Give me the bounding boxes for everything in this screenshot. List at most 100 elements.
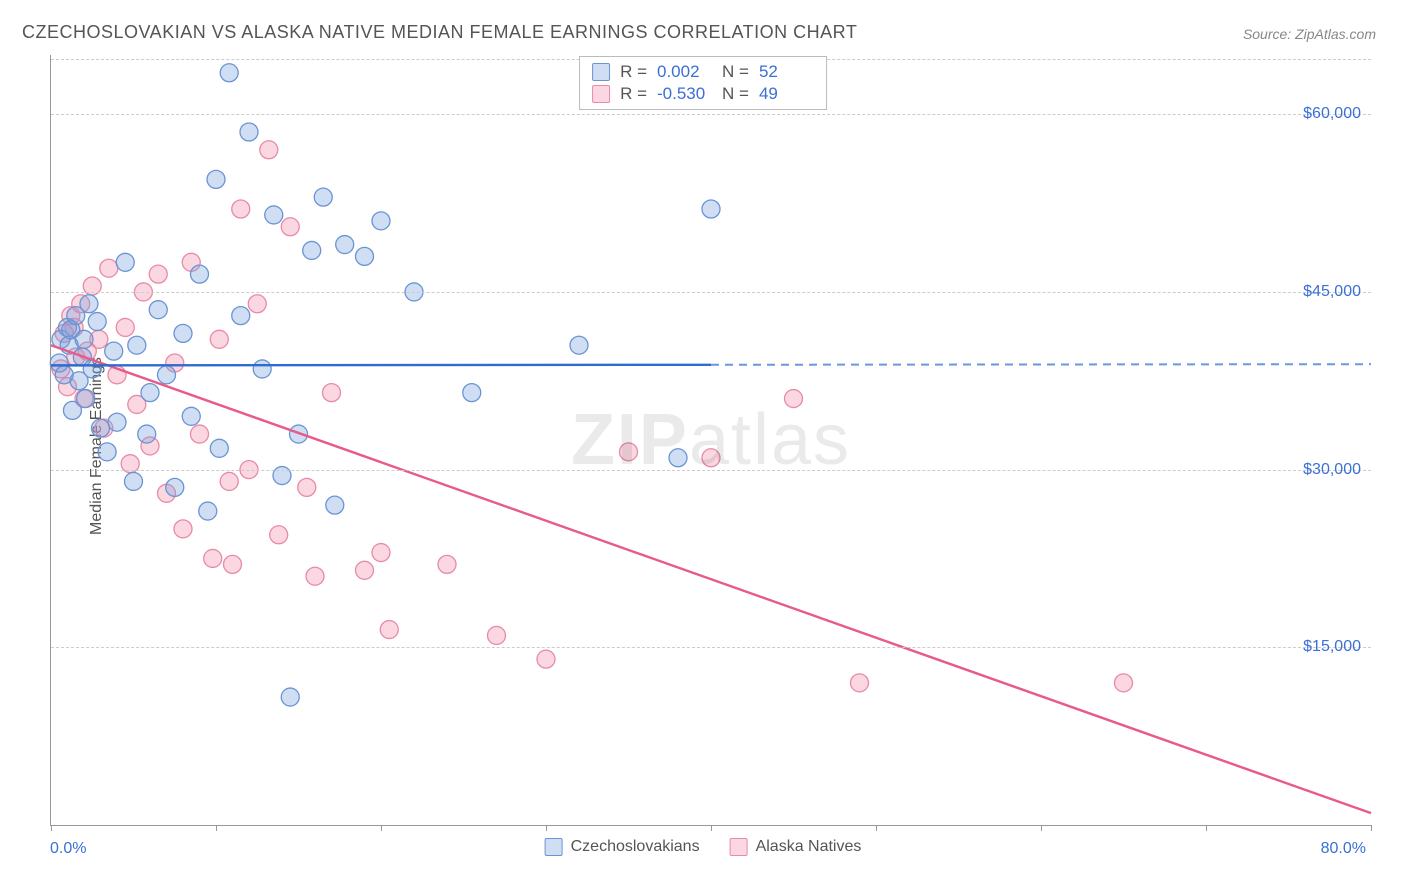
point-series-b xyxy=(174,520,192,538)
point-series-b xyxy=(220,472,238,490)
stats-row: R = 0.002 N = 52 xyxy=(592,61,814,83)
point-series-a xyxy=(702,200,720,218)
point-series-a xyxy=(240,123,258,141)
stats-swatch xyxy=(592,63,610,81)
point-series-a xyxy=(138,425,156,443)
point-series-b xyxy=(537,650,555,668)
chart-container: CZECHOSLOVAKIAN VS ALASKA NATIVE MEDIAN … xyxy=(0,0,1406,892)
point-series-a xyxy=(463,384,481,402)
point-series-b xyxy=(248,295,266,313)
x-tick xyxy=(1041,825,1042,831)
gridline xyxy=(51,470,1371,471)
stats-swatch xyxy=(592,85,610,103)
point-series-b xyxy=(702,449,720,467)
point-series-a xyxy=(98,443,116,461)
point-series-a xyxy=(75,330,93,348)
stats-n-value: 52 xyxy=(759,62,814,82)
point-series-b xyxy=(270,526,288,544)
legend-label: Alaska Natives xyxy=(756,838,862,856)
legend-item: Alaska Natives xyxy=(730,838,862,856)
x-axis-max-label: 80.0% xyxy=(1321,840,1366,858)
stats-r-label: R = xyxy=(620,62,647,82)
point-series-a xyxy=(116,253,134,271)
point-series-b xyxy=(851,674,869,692)
point-series-b xyxy=(306,567,324,585)
bottom-legend: Czechoslovakians Alaska Natives xyxy=(545,838,862,856)
trend-line-extrapolated xyxy=(711,364,1371,365)
point-series-a xyxy=(232,307,250,325)
point-series-a xyxy=(80,295,98,313)
point-series-b xyxy=(380,621,398,639)
point-series-a xyxy=(570,336,588,354)
chart-title: CZECHOSLOVAKIAN VS ALASKA NATIVE MEDIAN … xyxy=(22,22,857,43)
point-series-a xyxy=(253,360,271,378)
point-series-a xyxy=(128,336,146,354)
point-series-a xyxy=(191,265,209,283)
point-series-a xyxy=(356,247,374,265)
point-series-a xyxy=(336,236,354,254)
point-series-a xyxy=(207,170,225,188)
trend-line xyxy=(51,345,1371,813)
point-series-a xyxy=(88,313,106,331)
point-series-b xyxy=(260,141,278,159)
gridline xyxy=(51,647,1371,648)
point-series-a xyxy=(77,390,95,408)
point-series-a xyxy=(141,384,159,402)
point-series-a xyxy=(210,439,228,457)
point-series-a xyxy=(314,188,332,206)
point-series-a xyxy=(265,206,283,224)
y-tick-label: $30,000 xyxy=(1303,461,1361,479)
point-series-b xyxy=(438,555,456,573)
point-series-b xyxy=(204,549,222,567)
point-series-a xyxy=(105,342,123,360)
x-tick xyxy=(876,825,877,831)
point-series-a xyxy=(125,472,143,490)
stats-row: R =-0.530N =49 xyxy=(592,83,814,105)
x-tick xyxy=(546,825,547,831)
stats-n-label: N = xyxy=(722,84,749,104)
x-tick xyxy=(1206,825,1207,831)
x-tick xyxy=(711,825,712,831)
point-series-b xyxy=(298,478,316,496)
point-series-a xyxy=(220,64,238,82)
source-attribution: Source: ZipAtlas.com xyxy=(1243,26,1376,42)
stats-legend: R = 0.002N =52R =-0.530N =49 xyxy=(579,56,827,110)
x-axis-min-label: 0.0% xyxy=(50,840,86,858)
point-series-b xyxy=(116,318,134,336)
point-series-b xyxy=(372,544,390,562)
x-tick xyxy=(216,825,217,831)
point-series-b xyxy=(149,265,167,283)
point-series-a xyxy=(669,449,687,467)
y-tick-label: $15,000 xyxy=(1303,638,1361,656)
legend-swatch xyxy=(545,838,563,856)
point-series-b xyxy=(356,561,374,579)
point-series-b xyxy=(281,218,299,236)
point-series-a xyxy=(182,407,200,425)
gridline xyxy=(51,114,1371,115)
point-series-b xyxy=(488,626,506,644)
point-series-a xyxy=(149,301,167,319)
stats-r-value: -0.530 xyxy=(657,84,712,104)
point-series-a xyxy=(92,419,110,437)
point-series-b xyxy=(323,384,341,402)
point-series-a xyxy=(108,413,126,431)
point-series-b xyxy=(210,330,228,348)
stats-n-label: N = xyxy=(722,62,749,82)
legend-label: Czechoslovakians xyxy=(571,838,700,856)
point-series-a xyxy=(174,324,192,342)
legend-swatch xyxy=(730,838,748,856)
x-tick xyxy=(51,825,52,831)
point-series-b xyxy=(785,390,803,408)
point-series-a xyxy=(166,478,184,496)
x-tick xyxy=(381,825,382,831)
point-series-a xyxy=(158,366,176,384)
point-series-a xyxy=(303,241,321,259)
trend-line xyxy=(51,365,711,366)
legend-item: Czechoslovakians xyxy=(545,838,700,856)
point-series-a xyxy=(372,212,390,230)
stats-r-label: R = xyxy=(620,84,647,104)
point-series-a xyxy=(281,688,299,706)
stats-r-value: 0.002 xyxy=(657,62,712,82)
gridline xyxy=(51,292,1371,293)
x-tick xyxy=(1371,825,1372,831)
